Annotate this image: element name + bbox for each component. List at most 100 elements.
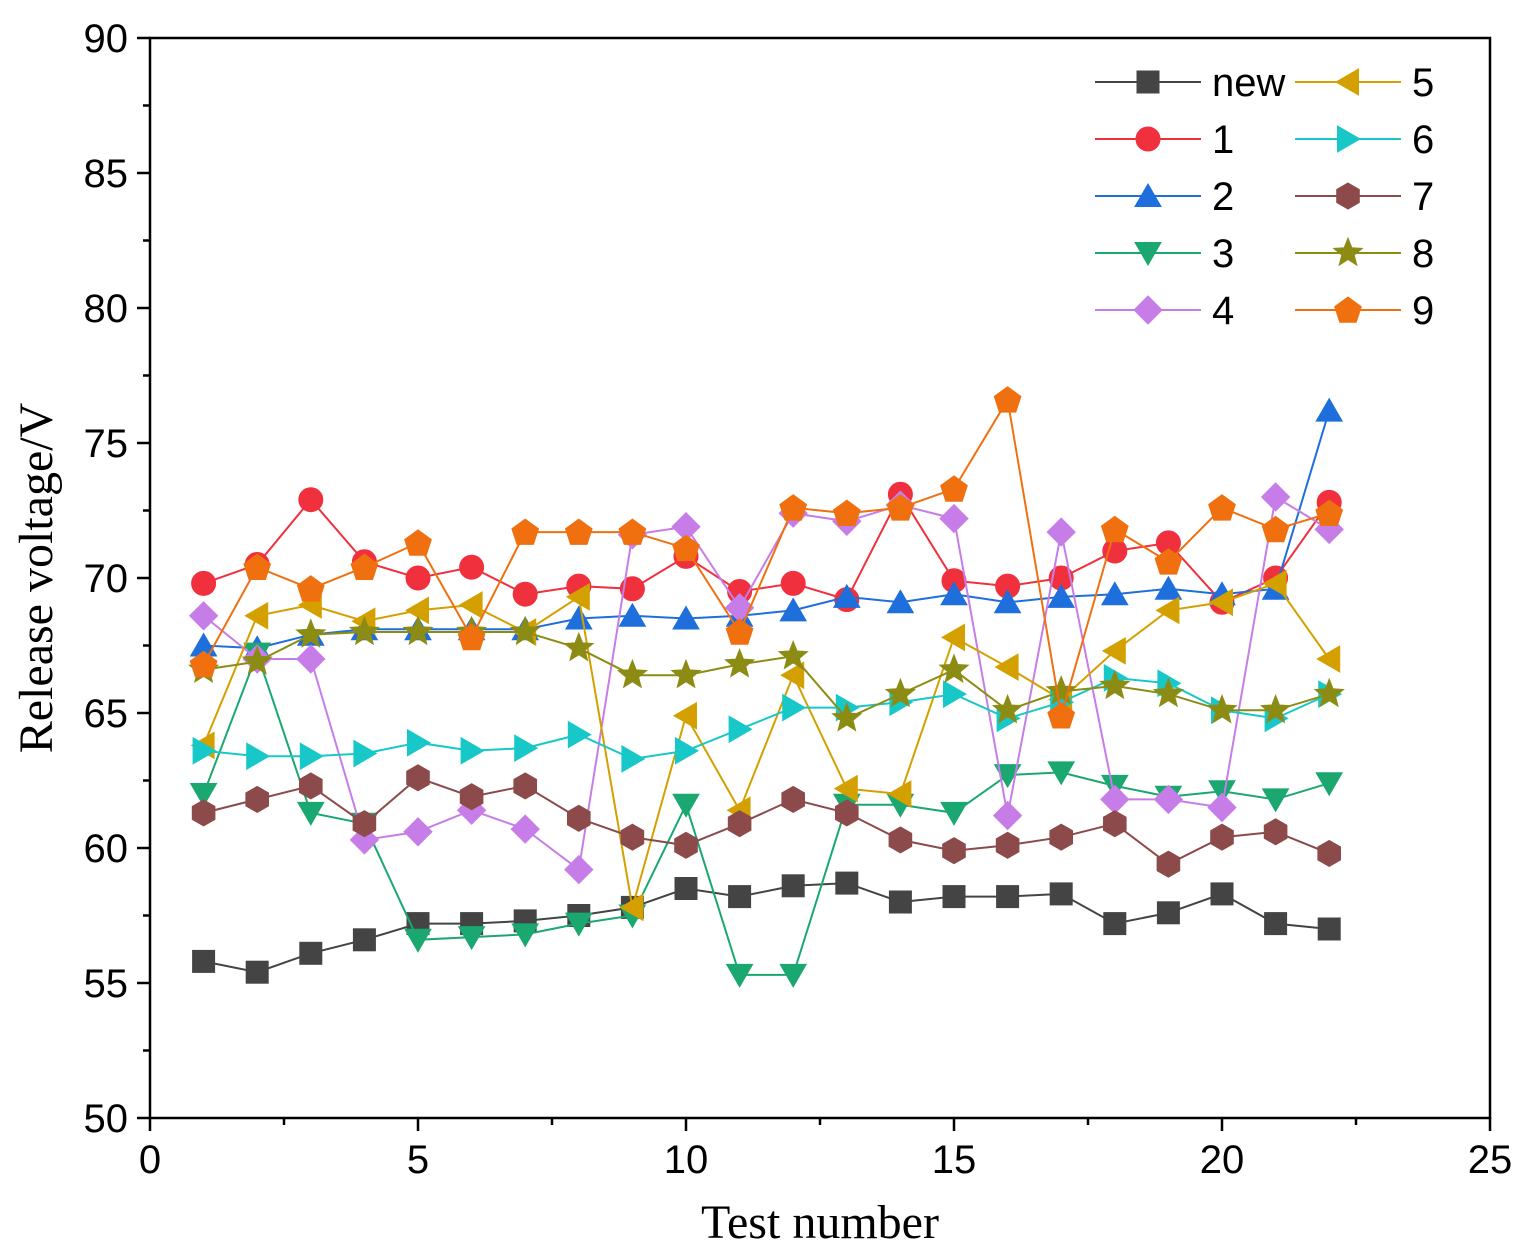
legend-label: 3 <box>1212 232 1234 276</box>
x-tick-label: 0 <box>139 1138 161 1182</box>
series-4-point <box>188 601 219 631</box>
series-3-point <box>1261 788 1290 813</box>
legend-marker <box>1135 126 1161 152</box>
legend-marker <box>1334 296 1362 323</box>
series-7-point <box>674 831 698 859</box>
series-new-point <box>1103 912 1127 936</box>
series-6-point <box>675 736 699 765</box>
series-7-point <box>835 799 859 827</box>
series-5-point <box>941 623 965 652</box>
series-5-point <box>780 661 805 690</box>
series-2-point <box>832 583 861 608</box>
series-7-point <box>995 831 1020 859</box>
series-4-point <box>296 644 326 674</box>
series-7-point <box>1317 839 1341 867</box>
series-5-point <box>1155 596 1180 625</box>
series-7-point <box>888 826 913 854</box>
series-6-point <box>192 736 217 765</box>
series-5-point <box>833 774 858 803</box>
y-axis: 50 55 60 65 70 75 80 85 90 <box>84 17 150 1141</box>
legend-marker <box>1134 242 1162 266</box>
series-9-point <box>296 575 325 602</box>
series-4-point <box>1260 482 1291 512</box>
legend-marker <box>1332 236 1364 267</box>
series-5-point <box>887 780 912 808</box>
series-9-point <box>1208 494 1236 521</box>
series-4-point <box>1153 784 1184 815</box>
series-new-point <box>352 928 376 952</box>
series-4-point <box>1046 517 1076 547</box>
series-8-point <box>402 615 434 646</box>
series-1-line <box>203 492 1331 604</box>
series-8-point <box>1152 677 1185 708</box>
series-7-point <box>1103 810 1127 838</box>
series-new-point <box>192 949 216 973</box>
y-tick-label: 65 <box>84 692 129 736</box>
legend-label: 7 <box>1412 175 1434 219</box>
series-9-point <box>350 553 379 580</box>
legend-item-8: 8 <box>1295 232 1434 276</box>
series-2-point <box>618 602 647 627</box>
series-1-point <box>780 570 806 596</box>
legend-marker <box>1133 295 1163 325</box>
series-9-point <box>1047 702 1076 729</box>
series-8-point <box>1313 677 1345 708</box>
series-new-point <box>888 890 912 914</box>
x-axis: 0 5 10 15 20 25 <box>139 1118 1512 1182</box>
legend-marker <box>1134 183 1162 207</box>
legend-marker <box>1136 70 1160 94</box>
y-tick-label: 60 <box>84 827 129 871</box>
series-8-point <box>723 648 756 678</box>
series-new-point <box>728 885 752 909</box>
legend-marker <box>1337 125 1361 153</box>
series-8-point <box>509 615 541 646</box>
y-tick-label: 80 <box>84 287 129 331</box>
series-1-point <box>298 487 324 513</box>
series-5-point <box>673 701 697 730</box>
series-7 <box>191 764 1341 878</box>
series-2-point <box>940 581 968 606</box>
series-4-point <box>510 814 540 844</box>
series-new-point <box>1156 901 1180 925</box>
series-new-point <box>1317 917 1341 941</box>
legend-marker <box>1335 68 1359 96</box>
series-8 <box>187 615 1345 732</box>
series-5-point <box>244 601 269 630</box>
series-2-point <box>1154 575 1183 600</box>
series-6-point <box>782 693 807 722</box>
series-7-point <box>727 810 752 838</box>
series-8-point <box>563 631 595 662</box>
series-new-point <box>674 877 698 900</box>
series-7-point <box>352 810 377 838</box>
series-2-line <box>203 410 1331 650</box>
series-6-point <box>353 739 378 768</box>
series-3 <box>189 642 1344 988</box>
series-6-point <box>407 728 431 757</box>
series-new-line <box>203 882 1330 974</box>
legend-label: 9 <box>1412 289 1434 333</box>
legend-item-9: 9 <box>1295 289 1434 333</box>
series-5-line <box>202 582 1331 908</box>
legend-item-3: 3 <box>1095 232 1234 276</box>
series-7-point <box>245 785 269 813</box>
series-9-point <box>993 386 1022 413</box>
series-1-point <box>405 565 431 591</box>
legend-label: 8 <box>1412 232 1434 276</box>
series-9-point <box>940 475 968 502</box>
series-7-point <box>1263 818 1288 846</box>
series-9-point <box>404 529 432 556</box>
series-9-point <box>779 494 808 521</box>
legend-label: new <box>1212 61 1285 105</box>
series-7-point <box>1210 823 1234 851</box>
series-8-line <box>203 631 1330 720</box>
series-9-point <box>564 518 593 545</box>
legend-item-2: 2 <box>1095 175 1234 219</box>
series-new-point <box>299 941 323 965</box>
series-5-point <box>994 653 1019 681</box>
series-1-point <box>512 581 538 607</box>
x-axis-title: Test number <box>701 1196 939 1249</box>
series-5-point <box>1262 569 1287 598</box>
series-7-point <box>1156 850 1181 878</box>
legend-label: 5 <box>1412 61 1434 105</box>
